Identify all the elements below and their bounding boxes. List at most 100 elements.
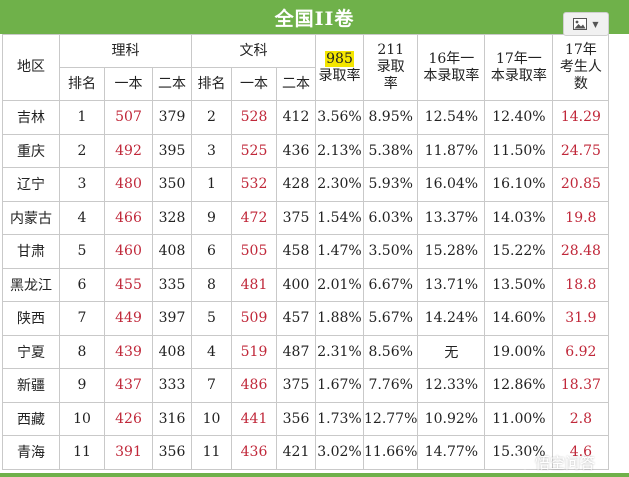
cell-17-tier1-rate: 15.30%: [484, 435, 554, 470]
cell-arts-tier2: 436: [276, 133, 316, 168]
cell-17-candidates: 14.29: [552, 100, 610, 135]
cell-985-rate: 2.13%: [315, 133, 364, 168]
cell-arts-tier2: 428: [276, 167, 316, 202]
cell-211-rate: 5.93%: [362, 167, 419, 202]
cell-211-rate: 7.76%: [362, 368, 419, 403]
cell-17-candidates: 28.48: [552, 234, 610, 269]
cell-211-rate: 11.66%: [362, 435, 419, 470]
cell-arts-rank: 6: [191, 234, 232, 269]
cell-region: 吉林: [2, 100, 60, 135]
header-science-rank: 排名: [59, 67, 105, 101]
cell-science-rank: 1: [59, 100, 105, 135]
cell-arts-tier2: 421: [276, 435, 316, 470]
header-985-highlight: 985: [325, 50, 354, 67]
cell-science-rank: 10: [59, 401, 105, 436]
header-science-tier1: 一本: [104, 67, 153, 101]
cell-16-tier1-rate: 13.71%: [417, 267, 486, 302]
cell-17-tier1-rate: 19.00%: [484, 334, 554, 369]
header-region: 地区: [2, 34, 60, 101]
header-arts-tier1: 一本: [231, 67, 277, 101]
cell-science-tier2: 397: [152, 301, 192, 336]
header-arts-rank: 排名: [191, 67, 232, 101]
cell-16-tier1-rate: 14.77%: [417, 435, 486, 470]
cell-985-rate: 1.67%: [315, 368, 364, 403]
cell-arts-tier1: 509: [231, 301, 277, 336]
header-science-tier2: 二本: [152, 67, 192, 101]
cell-science-tier2: 395: [152, 133, 192, 168]
cell-science-tier2: 335: [152, 267, 192, 302]
header-17-candidates: 17年考生人数: [552, 34, 610, 101]
cell-arts-tier1: 525: [231, 133, 277, 168]
cell-985-rate: 1.54%: [315, 200, 364, 235]
cell-17-tier1-rate: 12.86%: [484, 368, 554, 403]
cell-science-tier1: 455: [104, 267, 153, 302]
cell-16-tier1-rate: 12.54%: [417, 100, 486, 135]
header-211-rate: 211录取率: [362, 34, 419, 101]
wechat-logo-icon: [512, 455, 531, 470]
cell-science-tier1: 449: [104, 301, 153, 336]
cell-region: 青海: [2, 435, 60, 470]
cell-17-candidates: 20.85: [552, 167, 610, 202]
chevron-down-icon: ▼: [592, 19, 599, 29]
cell-arts-rank: 9: [191, 200, 232, 235]
cell-region: 甘肃: [2, 234, 60, 269]
cell-17-candidates: 31.9: [552, 301, 610, 336]
cell-16-tier1-rate: 无: [417, 334, 486, 369]
table-row: 青海 11 391 356 11 436 421 3.02% 11.66% 14.77% 15.30…: [2, 435, 610, 470]
cell-arts-tier2: 457: [276, 301, 316, 336]
cell-region: 新疆: [2, 368, 60, 403]
cell-211-rate: 6.67%: [362, 267, 419, 302]
cell-science-tier2: 328: [152, 200, 192, 235]
cell-17-candidates: 18.8: [552, 267, 610, 302]
table-row: 陕西 7 449 397 5 509 457 1.88% 5.67% 14.24% 14.60% 31…: [2, 301, 610, 336]
watermark: 悟空问答: [512, 452, 595, 473]
cell-region: 陕西: [2, 301, 60, 336]
cell-region: 辽宁: [2, 167, 60, 202]
cell-arts-rank: 5: [191, 301, 232, 336]
header-arts: 文科: [191, 34, 316, 68]
cell-17-candidates: 6.92: [552, 334, 610, 369]
cell-arts-tier1: 436: [231, 435, 277, 470]
cell-arts-rank: 3: [191, 133, 232, 168]
cell-arts-tier2: 375: [276, 200, 316, 235]
cell-17-candidates: 24.75: [552, 133, 610, 168]
cell-985-rate: 1.88%: [315, 301, 364, 336]
cell-985-rate: 1.47%: [315, 234, 364, 269]
cell-17-tier1-rate: 13.50%: [484, 267, 554, 302]
table-body: 吉林 1 507 379 2 528 412 3.56% 8.95% 12.54% 12.40% 14…: [2, 100, 610, 470]
table-row: 黑龙江 6 455 335 8 481 400 2.01% 6.67% 13.71% 13.50% 1…: [2, 267, 610, 302]
cell-science-tier2: 333: [152, 368, 192, 403]
header-science: 理科: [59, 34, 192, 68]
table-row: 内蒙古 4 466 328 9 472 375 1.54% 6.03% 13.37% 14.03% 1…: [2, 200, 610, 235]
cell-science-tier2: 356: [152, 435, 192, 470]
cell-arts-rank: 8: [191, 267, 232, 302]
table-row: 重庆 2 492 395 3 525 436 2.13% 5.38% 11.87% 11.50% 24…: [2, 133, 610, 168]
cell-arts-tier1: 486: [231, 368, 277, 403]
cell-science-tier1: 460: [104, 234, 153, 269]
cell-985-rate: 3.02%: [315, 435, 364, 470]
watermark-text: 悟空问答: [534, 454, 595, 472]
image-options-button[interactable]: ▼: [563, 12, 609, 36]
cell-arts-rank: 4: [191, 334, 232, 369]
cell-region: 内蒙古: [2, 200, 60, 235]
cell-science-rank: 7: [59, 301, 105, 336]
cell-science-rank: 8: [59, 334, 105, 369]
header-arts-tier2: 二本: [276, 67, 316, 101]
cell-985-rate: 2.31%: [315, 334, 364, 369]
header-16-tier1-rate: 16年一本录取率: [417, 34, 486, 101]
cell-arts-tier2: 375: [276, 368, 316, 403]
cell-211-rate: 6.03%: [362, 200, 419, 235]
cell-arts-tier1: 481: [231, 267, 277, 302]
cell-arts-tier1: 505: [231, 234, 277, 269]
table-row: 宁夏 8 439 408 4 519 487 2.31% 8.56% 无 19.00% 6.92: [2, 334, 610, 369]
cell-science-tier1: 466: [104, 200, 153, 235]
cell-science-tier1: 437: [104, 368, 153, 403]
cell-16-tier1-rate: 16.04%: [417, 167, 486, 202]
cell-science-rank: 11: [59, 435, 105, 470]
cell-17-tier1-rate: 16.10%: [484, 167, 554, 202]
cell-17-candidates: 18.37: [552, 368, 610, 403]
cell-arts-tier2: 356: [276, 401, 316, 436]
cell-arts-rank: 2: [191, 100, 232, 135]
image-icon: [573, 18, 588, 30]
table-row: 辽宁 3 480 350 1 532 428 2.30% 5.93% 16.04% 16.10% 20…: [2, 167, 610, 202]
